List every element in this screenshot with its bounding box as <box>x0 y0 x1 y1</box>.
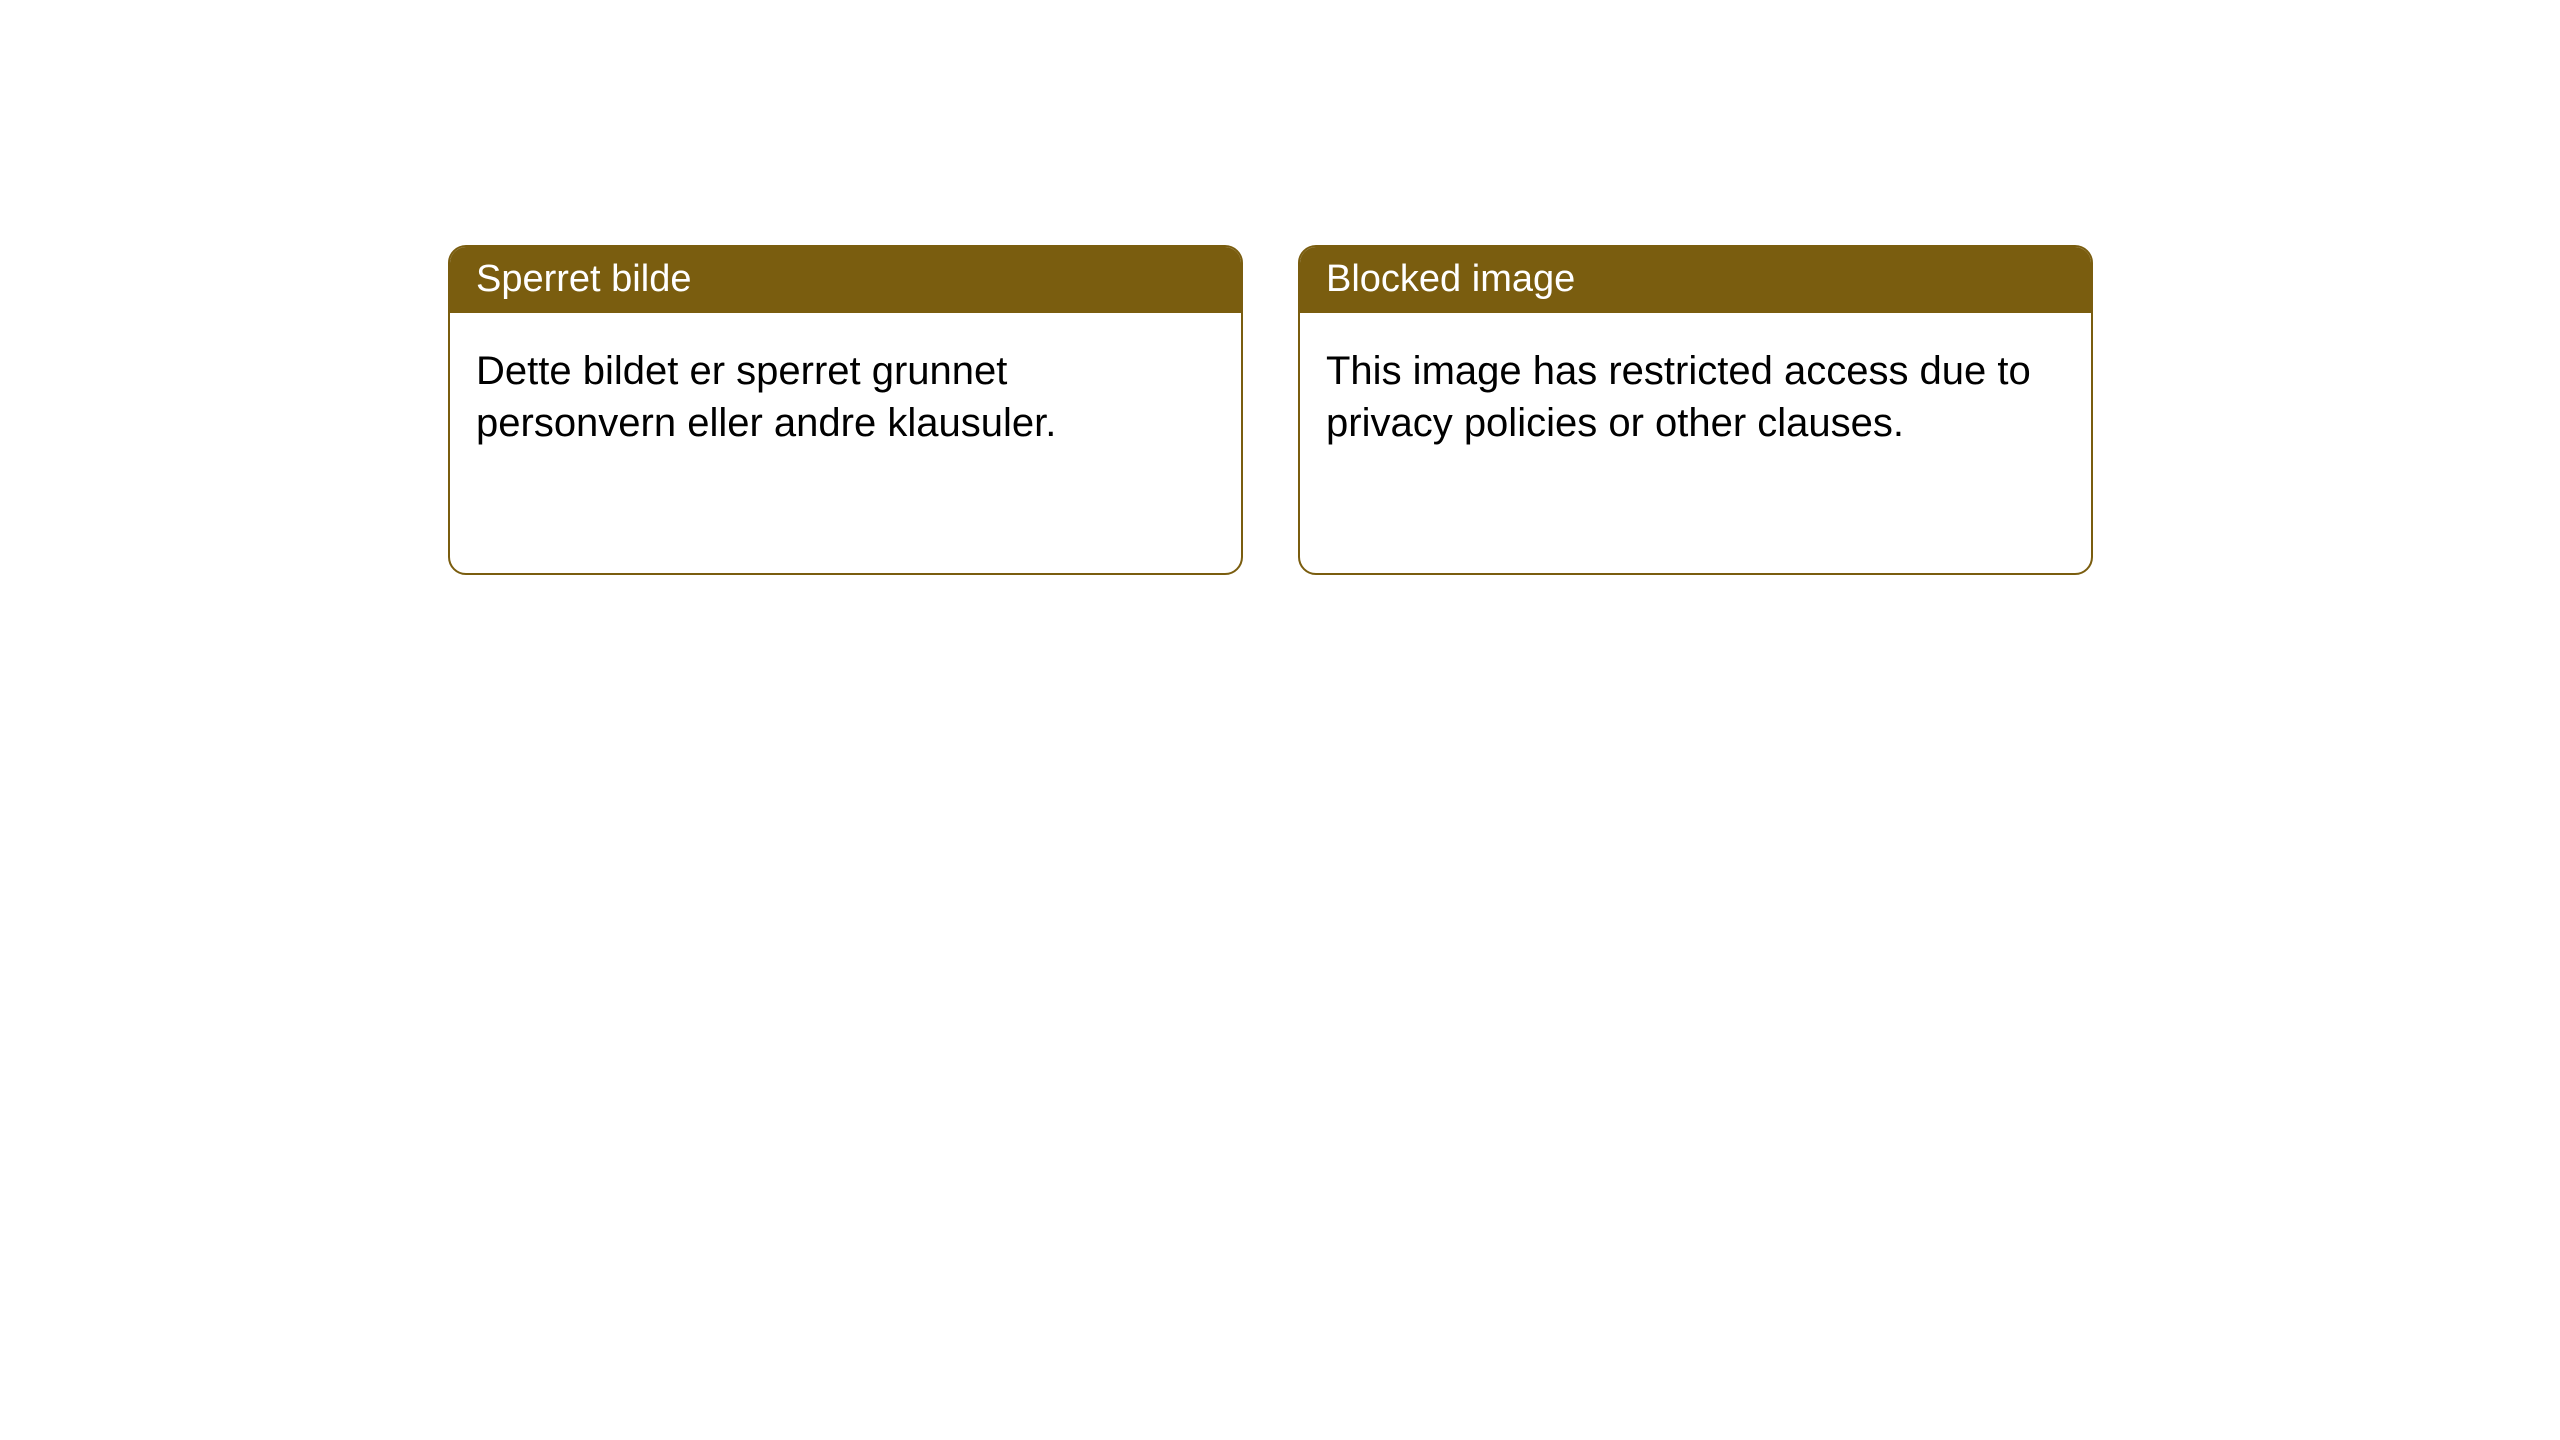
blocked-image-card-en: Blocked image This image has restricted … <box>1298 245 2093 575</box>
blocked-image-card-no: Sperret bilde Dette bildet er sperret gr… <box>448 245 1243 575</box>
card-header-en: Blocked image <box>1300 247 2091 313</box>
card-body-no: Dette bildet er sperret grunnet personve… <box>450 313 1241 481</box>
card-header-no: Sperret bilde <box>450 247 1241 313</box>
blocked-image-notices: Sperret bilde Dette bildet er sperret gr… <box>448 245 2093 575</box>
card-body-en: This image has restricted access due to … <box>1300 313 2091 481</box>
